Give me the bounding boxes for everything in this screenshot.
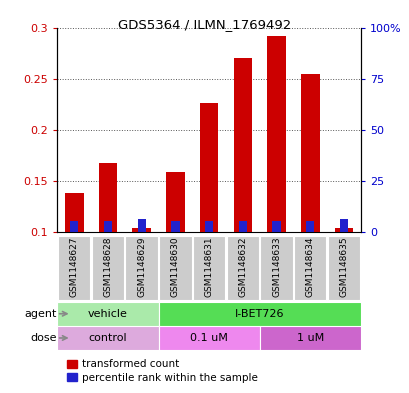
- Bar: [226, 236, 258, 300]
- Text: control: control: [88, 333, 127, 343]
- Bar: [171, 221, 179, 231]
- Text: dose: dose: [30, 333, 56, 343]
- Bar: [259, 326, 360, 350]
- Bar: [159, 236, 191, 300]
- Bar: [238, 221, 246, 231]
- Text: GSM1148631: GSM1148631: [204, 236, 213, 297]
- Bar: [57, 326, 158, 350]
- Bar: [57, 302, 158, 326]
- Text: 1 uM: 1 uM: [296, 333, 323, 343]
- Bar: [92, 236, 124, 300]
- Bar: [137, 219, 146, 231]
- Text: 0.1 uM: 0.1 uM: [190, 333, 227, 343]
- Bar: [293, 236, 326, 300]
- Bar: [158, 326, 259, 350]
- Bar: [339, 219, 347, 231]
- Bar: [125, 236, 157, 300]
- Bar: [103, 221, 112, 231]
- Text: GSM1148629: GSM1148629: [137, 236, 146, 297]
- Text: GSM1148633: GSM1148633: [271, 236, 280, 297]
- Bar: [158, 302, 360, 326]
- Text: GSM1148632: GSM1148632: [238, 236, 247, 297]
- Text: agent: agent: [24, 309, 56, 319]
- Bar: [272, 221, 280, 231]
- Text: GDS5364 / ILMN_1769492: GDS5364 / ILMN_1769492: [118, 18, 291, 31]
- Text: GSM1148628: GSM1148628: [103, 236, 112, 297]
- Text: GSM1148634: GSM1148634: [305, 236, 314, 297]
- Text: GSM1148627: GSM1148627: [70, 236, 79, 297]
- Bar: [70, 221, 78, 231]
- Text: GSM1148635: GSM1148635: [339, 236, 348, 297]
- Bar: [204, 221, 213, 231]
- Bar: [199, 103, 218, 231]
- Bar: [305, 221, 314, 231]
- Bar: [233, 58, 252, 231]
- Bar: [260, 236, 292, 300]
- Bar: [327, 236, 359, 300]
- Bar: [166, 173, 184, 231]
- Bar: [132, 228, 151, 231]
- Legend: transformed count, percentile rank within the sample: transformed count, percentile rank withi…: [63, 355, 262, 387]
- Bar: [193, 236, 225, 300]
- Bar: [65, 193, 83, 231]
- Text: GSM1148630: GSM1148630: [171, 236, 180, 297]
- Text: vehicle: vehicle: [88, 309, 128, 319]
- Bar: [300, 74, 319, 231]
- Text: I-BET726: I-BET726: [234, 309, 284, 319]
- Bar: [58, 236, 90, 300]
- Bar: [99, 163, 117, 231]
- Bar: [334, 228, 353, 231]
- Bar: [267, 36, 285, 231]
